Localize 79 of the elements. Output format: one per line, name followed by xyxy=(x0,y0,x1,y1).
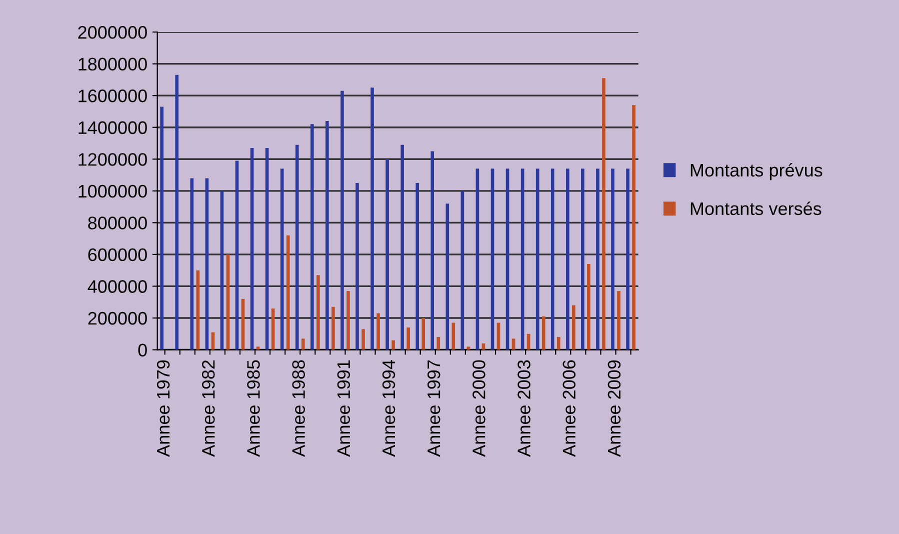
y-tick-label: 200000 xyxy=(88,312,147,325)
y-tick-label: 600000 xyxy=(88,248,147,262)
bar xyxy=(241,298,245,350)
bar xyxy=(362,329,365,350)
x-tick-label: Annee 1991 xyxy=(337,360,350,457)
bar xyxy=(250,148,254,350)
bar xyxy=(190,178,194,350)
bar xyxy=(566,168,570,350)
bar xyxy=(506,168,510,350)
bar xyxy=(416,182,419,350)
bar xyxy=(617,290,620,350)
x-tick-label: Annee 1994 xyxy=(382,360,396,457)
bar xyxy=(175,74,179,350)
bar xyxy=(265,148,269,350)
bar xyxy=(400,144,404,350)
bar xyxy=(226,254,230,350)
bar xyxy=(422,318,426,350)
x-tick-label: Annee 1988 xyxy=(292,360,305,457)
bar xyxy=(542,316,546,350)
bar xyxy=(556,337,560,350)
bar xyxy=(602,78,606,350)
x-tick-label: Annee 2006 xyxy=(562,360,576,457)
y-tick-label: 1600000 xyxy=(78,90,147,102)
bar xyxy=(220,190,224,350)
bar xyxy=(587,264,590,350)
bar xyxy=(392,340,395,350)
bar xyxy=(520,168,524,350)
bar xyxy=(205,178,209,350)
bar xyxy=(572,305,576,350)
y-tick-label: 0 xyxy=(138,344,147,356)
y-tick-label: 800000 xyxy=(88,216,147,230)
bar xyxy=(280,168,284,350)
bar xyxy=(196,270,200,350)
bar xyxy=(340,90,344,350)
legend-label: Montants versés xyxy=(690,202,822,216)
bar xyxy=(406,328,410,350)
x-tick-label: Annee 1985 xyxy=(247,360,260,457)
bar xyxy=(611,168,614,350)
bar xyxy=(346,290,350,350)
bar xyxy=(386,159,389,350)
bar xyxy=(446,204,450,350)
bar xyxy=(271,308,275,350)
bar xyxy=(235,160,239,350)
bar xyxy=(332,306,335,350)
bar xyxy=(550,168,554,350)
x-tick-label: Annee 2003 xyxy=(518,360,530,457)
bar xyxy=(430,151,434,350)
bar xyxy=(326,121,329,350)
y-tick-label: 1000000 xyxy=(78,184,147,198)
bar xyxy=(536,168,540,350)
bar xyxy=(581,168,584,350)
bar xyxy=(476,168,480,350)
bar xyxy=(295,144,299,350)
bar xyxy=(356,182,359,350)
x-tick-label: Annee 2009 xyxy=(608,360,621,457)
bar xyxy=(376,313,380,350)
bar xyxy=(596,168,600,350)
bar xyxy=(370,88,374,350)
x-tick-label: Annee 1997 xyxy=(427,360,440,457)
bar xyxy=(512,338,516,350)
bar xyxy=(310,124,314,350)
bar xyxy=(436,337,440,350)
bar xyxy=(626,168,630,350)
bar xyxy=(316,275,320,350)
bar xyxy=(460,190,464,350)
y-tick-label: 1400000 xyxy=(78,121,147,134)
bar xyxy=(490,168,494,350)
bar xyxy=(286,235,290,350)
x-tick-label: Annee 1979 xyxy=(156,360,170,457)
y-tick-label: 2000000 xyxy=(78,26,147,39)
x-tick-label: Annee 2000 xyxy=(472,360,486,457)
y-tick-label: 1800000 xyxy=(78,58,147,71)
bar xyxy=(301,338,305,350)
legend-label: Montants prévus xyxy=(690,163,822,180)
y-tick-label: 400000 xyxy=(88,280,147,293)
x-tick-label: Annee 1982 xyxy=(202,360,215,457)
bar xyxy=(160,106,164,350)
bar xyxy=(632,105,636,350)
y-tick-label: 1200000 xyxy=(78,153,147,166)
